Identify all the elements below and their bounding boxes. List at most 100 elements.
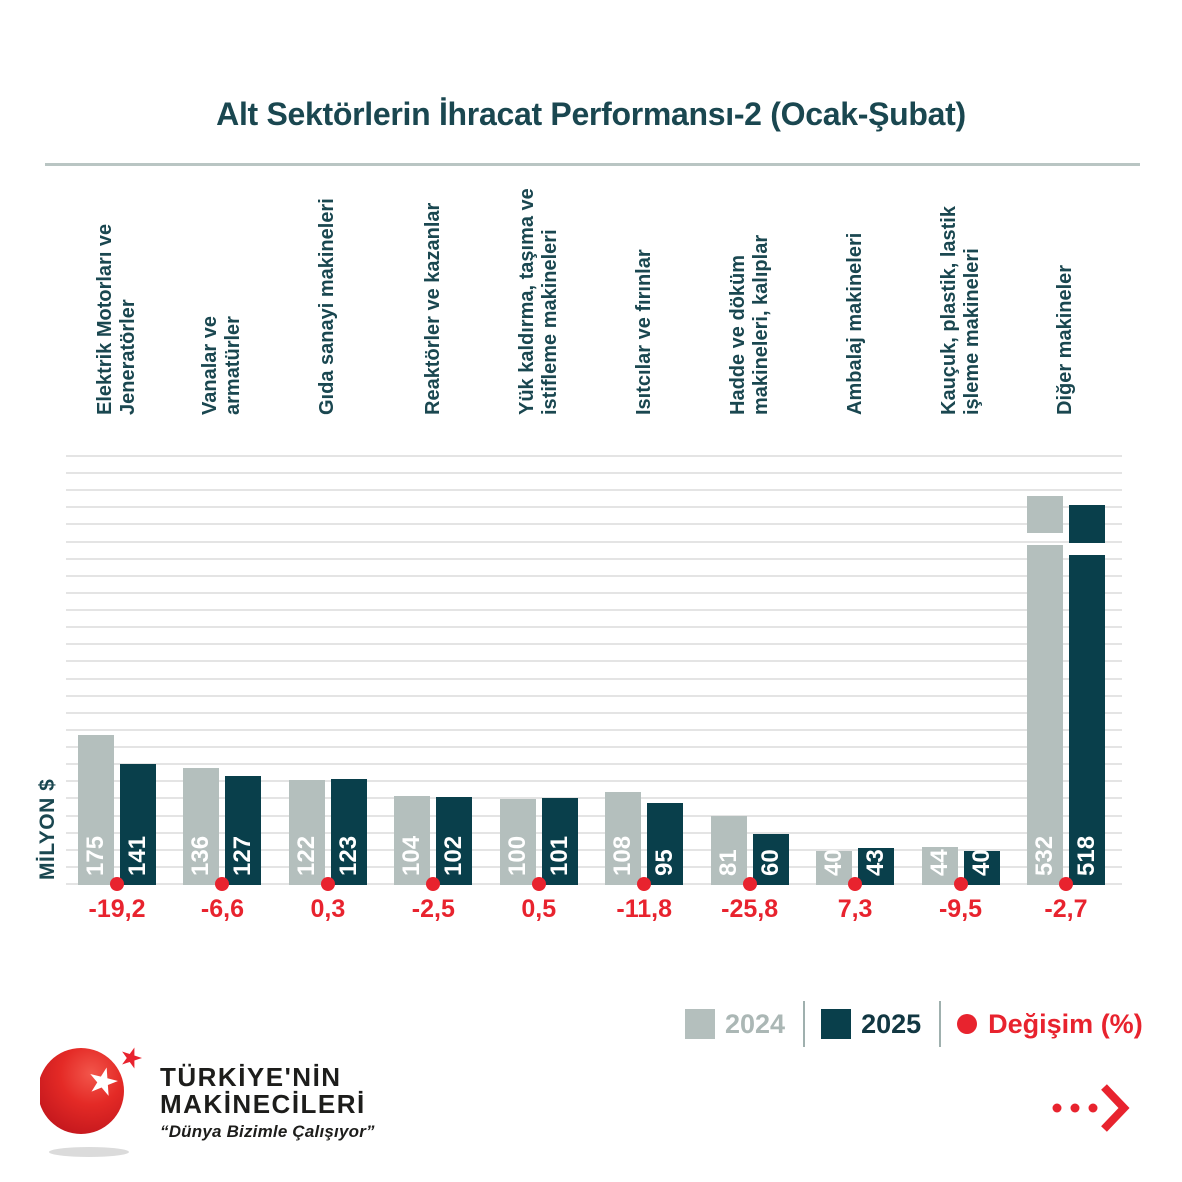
bar-2025: 43 xyxy=(858,848,895,885)
bar-group: 532 518 xyxy=(1026,455,1105,885)
legend-label-change: Değişim (%) xyxy=(988,1008,1143,1039)
gridline xyxy=(66,712,1122,714)
gridline xyxy=(66,815,1122,817)
category-label: Gıda sanayi makineleri xyxy=(316,198,339,415)
bar-2024: 100 xyxy=(499,799,536,885)
bar-2025: 518 xyxy=(1068,505,1105,885)
change-dot-icon xyxy=(531,877,546,891)
category-label-line: Isıtcılar ve fırınlar xyxy=(632,249,655,415)
bar-value-label: 127 xyxy=(229,835,257,876)
change-dot-icon xyxy=(953,877,968,891)
legend-swatch-2024 xyxy=(685,1009,715,1039)
bar-2025: 95 xyxy=(647,803,684,885)
category-label: Hadde ve döküm makineleri, kalıplar xyxy=(727,235,773,415)
category-label: Yük kaldırma, taşıma ve istifleme makinel… xyxy=(516,188,562,415)
y-axis-label: MİLYON $ xyxy=(36,778,59,880)
change-dot-icon xyxy=(426,877,441,891)
gridline xyxy=(66,866,1122,868)
gridline xyxy=(66,678,1122,680)
bar-value-label: 95 xyxy=(651,849,679,876)
category-label-line: Jeneratörler xyxy=(117,299,139,415)
bar-value-label: 60 xyxy=(756,849,784,876)
change-percent-value: 7,3 xyxy=(837,895,873,923)
category-label: Isıtcılar ve fırınlar xyxy=(633,249,656,415)
gridline xyxy=(66,489,1122,491)
bar-group: 104 102 xyxy=(394,455,473,885)
bar-2025: 60 xyxy=(752,834,789,885)
brand-logo: TÜRKİYE'NİN MAKİNECİLERİ “Dünya Bizimle … xyxy=(40,1044,375,1162)
category-label-line: Elektrik Motorları ve xyxy=(94,223,116,415)
category-label: Reaktörler ve kazanlar xyxy=(422,203,445,415)
bar-2025: 127 xyxy=(225,776,262,885)
change-dot-icon xyxy=(320,877,335,891)
bar-group: 44 40 xyxy=(921,455,1000,885)
bar-2024: 532 xyxy=(1026,496,1063,885)
category-label-line: istifleme makineleri xyxy=(538,229,561,415)
bar-value-label: 175 xyxy=(82,835,109,876)
bar-group: 122 123 xyxy=(288,455,367,885)
legend-label-2024: 2024 xyxy=(725,1008,786,1039)
bar-value-label: 40 xyxy=(967,849,995,876)
bar-group: 100 101 xyxy=(499,455,578,885)
bar-2025: 141 xyxy=(120,764,156,885)
bar-value-label: 101 xyxy=(545,835,573,876)
logo-name-line1: TÜRKİYE'NİN xyxy=(160,1062,342,1092)
gridline xyxy=(66,455,1122,457)
category-label-line: Kauçuk, plastik, lastik xyxy=(937,206,960,415)
bar-value-label: 40 xyxy=(820,849,848,876)
legend-divider xyxy=(939,1001,942,1047)
gridline xyxy=(66,541,1122,543)
bar-value-label: 81 xyxy=(714,849,742,876)
bar-2025: 40 xyxy=(963,849,1000,885)
gridline xyxy=(66,797,1122,799)
category-label-line: armatürler xyxy=(222,316,245,415)
gridline xyxy=(66,763,1122,765)
bar-break-cap xyxy=(1026,496,1063,533)
category-label-line: Vanalar ve xyxy=(199,316,222,415)
gridline xyxy=(66,883,1122,885)
bar-2025: 123 xyxy=(330,779,367,885)
bar-value-label: 43 xyxy=(862,849,890,876)
gridline xyxy=(66,746,1122,748)
bar-group: 40 43 xyxy=(816,455,895,885)
change-percent-value: -11,8 xyxy=(616,895,672,923)
category-label: Elektrik Motorları ve Jeneratörler xyxy=(94,224,140,415)
gridline xyxy=(66,643,1122,645)
gridline xyxy=(66,592,1122,594)
gridline xyxy=(66,626,1122,628)
bar-value-label: 102 xyxy=(440,835,468,876)
bar-group: 108 95 xyxy=(605,455,684,885)
bar-2025: 102 xyxy=(436,797,473,885)
bar-value-label: 518 xyxy=(1072,835,1100,876)
gridline xyxy=(66,660,1122,662)
gridline xyxy=(66,780,1122,782)
bar-value-label: 122 xyxy=(292,835,320,876)
category-label-line: Yük kaldırma, taşıma ve xyxy=(515,188,538,415)
bar-2024: 81 xyxy=(710,816,747,885)
category-label-line: makineleri, kalıplar xyxy=(749,234,772,415)
bar-break-main xyxy=(1026,545,1063,885)
logo-text: TÜRKİYE'NİN MAKİNECİLERİ “Dünya Bizimle … xyxy=(160,1064,375,1162)
change-percent-value: -25,8 xyxy=(721,895,779,923)
change-dot-icon xyxy=(742,877,757,891)
change-dot-icon xyxy=(215,877,230,891)
change-percent-value: -2,7 xyxy=(1044,895,1088,923)
category-label-line: Reaktörler ve kazanlar xyxy=(421,202,444,415)
bar-2025: 101 xyxy=(541,798,578,885)
dots-chevron-right-icon xyxy=(1048,1083,1132,1140)
gridline xyxy=(66,695,1122,697)
legend: 2024 2025 Değişim (%) xyxy=(685,1000,1143,1048)
legend-label-2025: 2025 xyxy=(861,1008,922,1039)
bar-2024: 136 xyxy=(183,768,220,885)
gridline xyxy=(66,832,1122,834)
gridline xyxy=(66,609,1122,611)
legend-divider xyxy=(803,1001,806,1047)
change-percent-value: 0,5 xyxy=(521,895,557,923)
bar-group: 136 127 xyxy=(183,455,262,885)
bar-2024: 44 xyxy=(921,847,958,885)
change-dot-icon xyxy=(110,877,124,891)
title-divider xyxy=(45,163,1140,166)
change-percent-value: -2,5 xyxy=(411,895,455,923)
logo-name-line2: MAKİNECİLERİ xyxy=(160,1089,366,1119)
